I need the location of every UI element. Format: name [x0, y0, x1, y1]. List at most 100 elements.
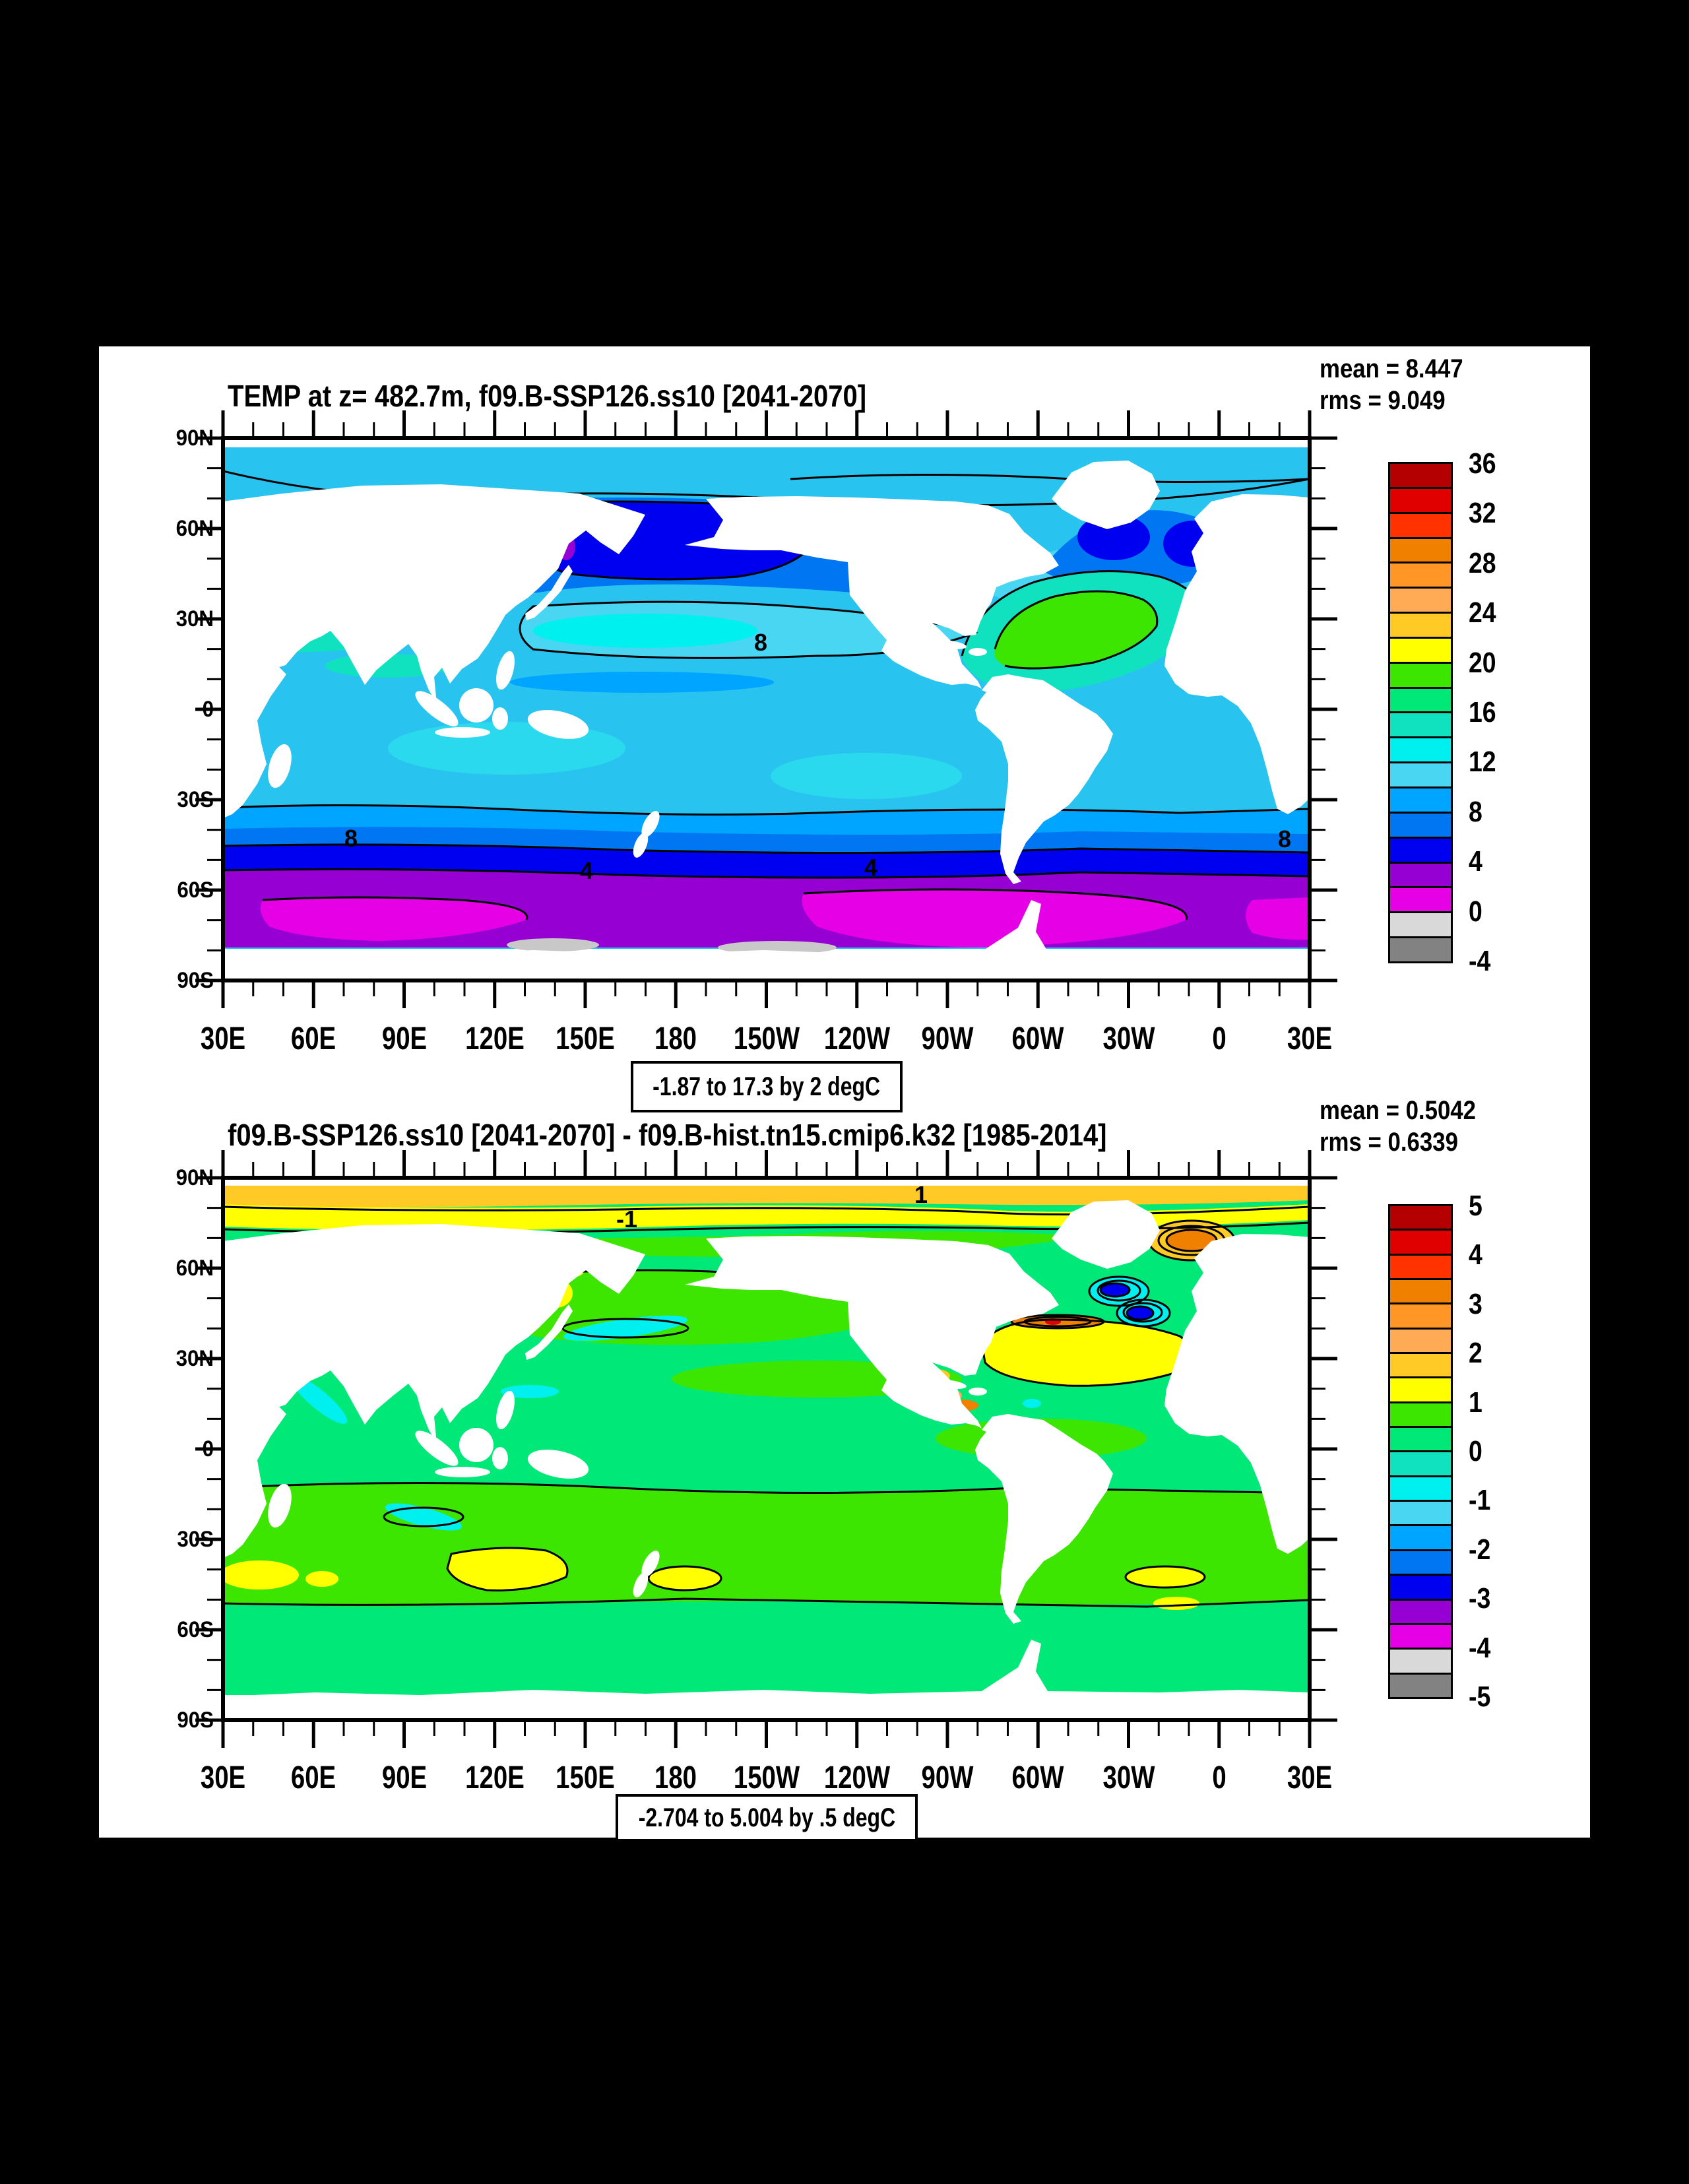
y-tick-label: 30N: [175, 606, 214, 631]
colorbar-segment: [1390, 661, 1451, 687]
plot1-mean: mean = 8.447: [1320, 354, 1463, 383]
y-tick-label: 30N: [175, 1346, 214, 1371]
x-tick-label: 180: [654, 1760, 697, 1795]
y-tick-label: 0: [202, 1436, 214, 1461]
plot2-title: f09.B-SSP126.ss10 [2041-2070] - f09.B-hi…: [228, 1118, 1107, 1152]
map-temp-ssp126: [195, 410, 1337, 1008]
x-tick-label: 120E: [464, 1021, 525, 1056]
colorbar-segment: [1390, 1327, 1451, 1353]
x-tick-label: 150W: [733, 1760, 800, 1795]
colorbar-tick-label: 16: [1469, 696, 1496, 728]
figure-panel: TEMP at z= 482.7m, f09.B-SSP126.ss10 [20…: [99, 346, 1590, 1842]
y-tick-label: 90N: [175, 426, 214, 451]
colorbar-segment: [1390, 686, 1451, 712]
x-tick-label: 90E: [381, 1021, 427, 1056]
colorbar-tick-label: 4: [1469, 845, 1482, 878]
x-tick-label: 30W: [1102, 1760, 1155, 1795]
y-tick-label: 60N: [175, 1256, 214, 1281]
y-tick-label: 60S: [177, 1617, 214, 1642]
colorbar-segment: [1390, 1376, 1451, 1401]
colorbar-tick-label: 32: [1469, 497, 1496, 530]
x-tick-label: 30E: [200, 1760, 246, 1795]
x-tick-label: 90E: [381, 1760, 427, 1795]
colorbar-segment: [1390, 1549, 1451, 1574]
colorbar-tick-label: 2: [1469, 1337, 1482, 1370]
colorbar-segment: [1390, 1500, 1451, 1525]
x-tick-label: 180: [654, 1021, 697, 1056]
plot2-stats: mean = 0.5042 rms = 0.6339: [1320, 1095, 1476, 1158]
x-tick-label: 120W: [823, 1021, 890, 1056]
colorbar-segment: [1390, 1475, 1451, 1500]
colorbar-tick-label: 28: [1469, 546, 1496, 579]
x-tick-label: 90W: [921, 1021, 974, 1056]
colorbar-tick-label: -3: [1469, 1582, 1491, 1615]
colorbar-segment: [1390, 886, 1451, 912]
plot2-colorbar: [1388, 1204, 1453, 1699]
colorbar-tick-label: 5: [1469, 1190, 1482, 1222]
plot2-range-caption: -2.704 to 5.004 by .5 degC: [638, 1803, 895, 1832]
colorbar-segment: [1390, 1352, 1451, 1377]
colorbar-segment: [1390, 861, 1451, 887]
map-temp-difference: [195, 1150, 1337, 1748]
colorbar-segment: [1390, 1229, 1451, 1254]
colorbar-segment: [1390, 911, 1451, 937]
y-tick-label: 60N: [175, 516, 214, 541]
plot1-range-caption: -1.87 to 17.3 by 2 degC: [653, 1072, 881, 1101]
colorbar-tick-label: 12: [1469, 746, 1496, 779]
x-tick-label: 120W: [823, 1760, 890, 1795]
x-tick-label: 60E: [291, 1760, 336, 1795]
x-tick-label: 120E: [464, 1760, 525, 1795]
colorbar-tick-label: 1: [1469, 1386, 1482, 1419]
x-tick-label: 30E: [200, 1021, 246, 1056]
colorbar-segment: [1390, 1598, 1451, 1623]
x-tick-label: 30E: [1287, 1760, 1333, 1795]
x-tick-label: 60E: [291, 1021, 336, 1056]
colorbar-tick-label: 0: [1469, 1435, 1482, 1467]
plot1-stats: mean = 8.447 rms = 9.049: [1320, 353, 1463, 416]
colorbar-segment: [1390, 1622, 1451, 1648]
colorbar-segment: [1390, 1253, 1451, 1279]
colorbar-segment: [1390, 936, 1451, 961]
map1-field: [223, 447, 1310, 980]
colorbar-segment: [1390, 1426, 1451, 1451]
colorbar-tick-label: 0: [1469, 895, 1482, 928]
x-tick-label: 0: [1212, 1760, 1227, 1795]
colorbar-tick-label: -4: [1469, 1631, 1491, 1664]
colorbar-segment: [1390, 636, 1451, 662]
plot2-range-caption-box: -2.704 to 5.004 by .5 degC: [616, 1794, 918, 1842]
colorbar-segment: [1390, 1574, 1451, 1599]
colorbar-tick-label: 20: [1469, 646, 1496, 679]
plot2-x-axis-labels: 30E 60E 90E 120E 150E 180 150W 120W 90W 60W 30W 0 30…: [201, 1760, 1332, 1795]
y-tick-label: 90S: [177, 968, 214, 993]
colorbar-segment: [1390, 464, 1451, 487]
x-tick-label: 0: [1212, 1021, 1227, 1056]
plot2-mean: mean = 0.5042: [1320, 1096, 1477, 1125]
x-tick-label: 30E: [1287, 1021, 1333, 1056]
y-tick-label: 90N: [175, 1165, 214, 1190]
colorbar-segment: [1390, 1524, 1451, 1549]
y-tick-label: 30S: [177, 787, 214, 812]
plot1-x-axis-labels: 30E 60E 90E 120E 150E 180 150W 120W 90W 60W 30W 0 30…: [201, 1021, 1332, 1056]
colorbar-segment: [1390, 786, 1451, 812]
colorbar-segment: [1390, 1672, 1451, 1697]
plot1-title: TEMP at z= 482.7m, f09.B-SSP126.ss10 [20…: [228, 379, 867, 413]
colorbar-tick-label: 8: [1469, 795, 1482, 828]
colorbar-segment: [1390, 761, 1451, 787]
colorbar-segment: [1390, 811, 1451, 837]
colorbar-segment: [1390, 1401, 1451, 1427]
colorbar-segment: [1390, 536, 1451, 562]
x-tick-label: 30W: [1102, 1021, 1155, 1056]
x-tick-label: 150E: [556, 1021, 615, 1056]
x-tick-label: 150E: [556, 1760, 615, 1795]
y-tick-label: 30S: [177, 1527, 214, 1552]
plot1-colorbar: [1388, 462, 1453, 963]
plot2-ticks: [195, 1150, 1337, 1748]
x-tick-label: 150W: [733, 1021, 800, 1056]
y-tick-label: 60S: [177, 878, 214, 903]
colorbar-segment: [1390, 836, 1451, 862]
plot1-ticks: [195, 410, 1337, 1008]
plot1-colorbar-labels: 36 32 28 24 20 16 12 8 4 0 -4: [1469, 448, 1561, 977]
y-tick-label: 90S: [177, 1708, 214, 1733]
plot2-rms: rms = 0.6339: [1320, 1128, 1458, 1157]
